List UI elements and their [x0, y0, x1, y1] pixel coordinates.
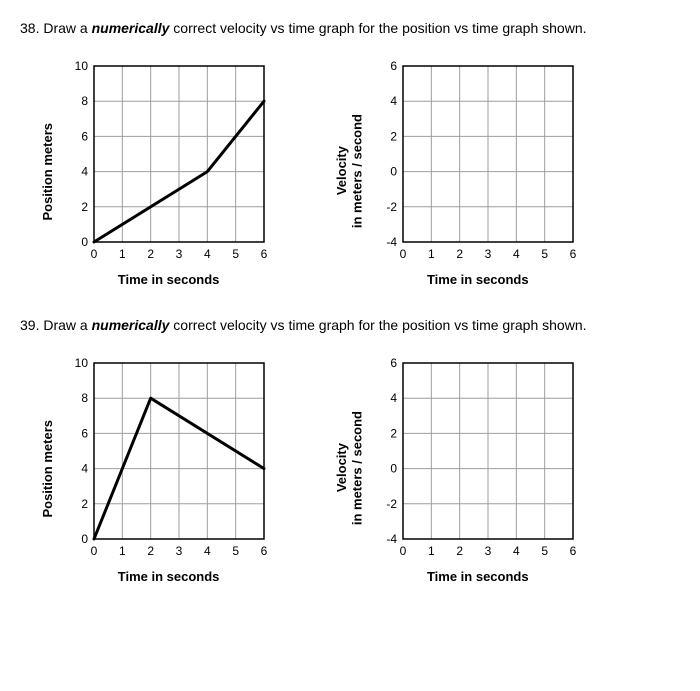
svg-text:4: 4 [513, 544, 520, 558]
svg-text:5: 5 [232, 544, 239, 558]
svg-text:-4: -4 [386, 532, 397, 546]
svg-text:8: 8 [81, 391, 88, 405]
svg-text:2: 2 [147, 247, 154, 261]
svg-text:6: 6 [81, 426, 88, 440]
svg-text:2: 2 [390, 426, 397, 440]
svg-text:4: 4 [204, 247, 211, 261]
svg-text:6: 6 [260, 247, 267, 261]
graph: Position meters 0 1 2 3 4 5 6 0 2 4 6 8 10 Time in s… [40, 353, 274, 584]
svg-text:8: 8 [81, 94, 88, 108]
svg-text:10: 10 [74, 59, 88, 73]
svg-text:2: 2 [81, 200, 88, 214]
svg-text:0: 0 [390, 462, 397, 476]
svg-text:0: 0 [81, 235, 88, 249]
svg-text:0: 0 [399, 544, 406, 558]
svg-text:2: 2 [456, 544, 463, 558]
svg-text:6: 6 [569, 247, 576, 261]
svg-text:4: 4 [390, 94, 397, 108]
svg-text:2: 2 [147, 544, 154, 558]
svg-text:1: 1 [428, 247, 435, 261]
svg-text:-2: -2 [386, 497, 397, 511]
x-axis-label: Time in seconds [427, 272, 529, 287]
graph: Velocityin meters / second 0 1 2 3 4 5 6 -4 -2 0 2… [334, 56, 583, 287]
question-text: 38. Draw a numerically correct velocity … [20, 20, 680, 36]
svg-text:4: 4 [81, 165, 88, 179]
svg-text:6: 6 [390, 59, 397, 73]
question-1: 38. Draw a numerically correct velocity … [20, 20, 680, 287]
svg-text:4: 4 [81, 462, 88, 476]
svg-text:1: 1 [119, 544, 126, 558]
x-axis-label: Time in seconds [427, 569, 529, 584]
svg-text:4: 4 [204, 544, 211, 558]
x-axis-label: Time in seconds [118, 569, 220, 584]
question-text: 39. Draw a numerically correct velocity … [20, 317, 680, 333]
svg-text:0: 0 [90, 247, 97, 261]
svg-text:0: 0 [390, 165, 397, 179]
svg-text:1: 1 [428, 544, 435, 558]
x-axis-label: Time in seconds [118, 272, 220, 287]
svg-text:6: 6 [260, 544, 267, 558]
y-axis-label: Position meters [40, 123, 56, 221]
svg-text:4: 4 [513, 247, 520, 261]
svg-text:6: 6 [81, 129, 88, 143]
svg-text:3: 3 [484, 247, 491, 261]
svg-text:2: 2 [390, 129, 397, 143]
svg-text:10: 10 [74, 356, 88, 370]
graph: Position meters 0 1 2 3 4 5 6 0 2 4 6 8 10 Time in s… [40, 56, 274, 287]
svg-text:2: 2 [81, 497, 88, 511]
graph-row: Position meters 01234560246810 Time in s… [20, 353, 680, 584]
y-axis-label: Velocityin meters / second [334, 411, 365, 525]
svg-text:-4: -4 [386, 235, 397, 249]
svg-text:3: 3 [175, 247, 182, 261]
svg-text:0: 0 [399, 247, 406, 261]
svg-text:6: 6 [390, 356, 397, 370]
graph-row: Position meters 01234560246810 Time in s… [20, 56, 680, 287]
svg-text:4: 4 [390, 391, 397, 405]
graph: Velocityin meters / second 0 1 2 3 4 5 6 -4 -2 0 2… [334, 353, 583, 584]
svg-text:5: 5 [541, 544, 548, 558]
svg-text:5: 5 [232, 247, 239, 261]
svg-text:1: 1 [119, 247, 126, 261]
svg-text:6: 6 [569, 544, 576, 558]
svg-text:-2: -2 [386, 200, 397, 214]
svg-text:0: 0 [81, 532, 88, 546]
svg-text:3: 3 [484, 544, 491, 558]
question-2: 39. Draw a numerically correct velocity … [20, 317, 680, 584]
y-axis-label: Position meters [40, 420, 56, 518]
svg-text:2: 2 [456, 247, 463, 261]
y-axis-label: Velocityin meters / second [334, 114, 365, 228]
svg-text:5: 5 [541, 247, 548, 261]
svg-text:0: 0 [90, 544, 97, 558]
svg-text:3: 3 [175, 544, 182, 558]
